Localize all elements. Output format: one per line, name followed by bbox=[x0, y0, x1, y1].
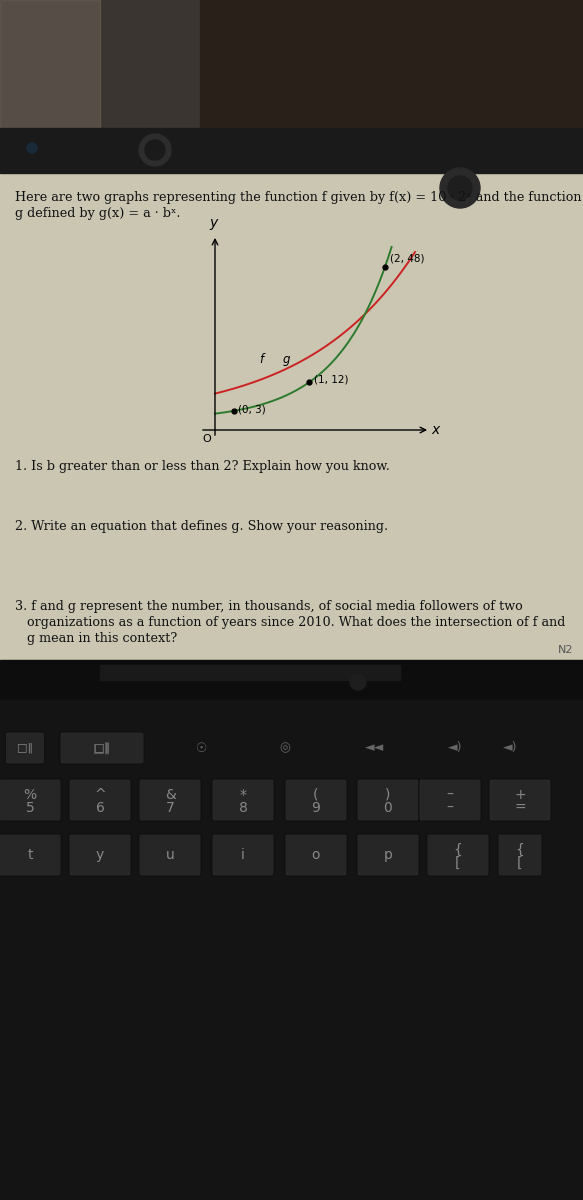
Bar bbox=[200, 0, 583, 128]
Text: 6: 6 bbox=[96, 802, 104, 815]
Bar bbox=[0, 700, 583, 1200]
FancyBboxPatch shape bbox=[69, 779, 131, 821]
Text: (: ( bbox=[313, 788, 319, 802]
Text: N2: N2 bbox=[557, 646, 573, 655]
Text: –: – bbox=[447, 802, 454, 815]
FancyBboxPatch shape bbox=[69, 834, 131, 876]
Text: 7: 7 bbox=[166, 802, 174, 815]
FancyBboxPatch shape bbox=[212, 834, 274, 876]
Text: 2. Write an equation that defines g. Show your reasoning.: 2. Write an equation that defines g. Sho… bbox=[15, 520, 388, 533]
Circle shape bbox=[350, 674, 366, 690]
Text: y: y bbox=[209, 216, 217, 230]
Text: u: u bbox=[166, 848, 174, 862]
Text: ◄◄: ◄◄ bbox=[366, 742, 385, 755]
FancyBboxPatch shape bbox=[427, 834, 489, 876]
Text: p: p bbox=[384, 848, 392, 862]
Bar bbox=[100, 665, 400, 680]
Bar bbox=[0, 128, 583, 173]
Text: ◄): ◄) bbox=[503, 742, 517, 755]
Text: {: { bbox=[515, 842, 525, 857]
Text: –: – bbox=[447, 788, 454, 802]
FancyBboxPatch shape bbox=[357, 779, 419, 821]
Text: (0, 3): (0, 3) bbox=[238, 404, 266, 415]
FancyBboxPatch shape bbox=[357, 834, 419, 876]
Text: [: [ bbox=[455, 856, 461, 870]
Text: (2, 48): (2, 48) bbox=[390, 253, 424, 263]
Text: □‖: □‖ bbox=[17, 743, 33, 754]
Text: %: % bbox=[23, 788, 37, 802]
Text: ☉: ☉ bbox=[196, 742, 208, 755]
Text: ^: ^ bbox=[94, 788, 106, 802]
Text: ◄): ◄) bbox=[448, 742, 462, 755]
FancyBboxPatch shape bbox=[285, 834, 347, 876]
Text: g: g bbox=[283, 353, 290, 366]
Bar bbox=[0, 660, 583, 700]
Text: x: x bbox=[431, 422, 439, 437]
FancyBboxPatch shape bbox=[5, 732, 44, 764]
Text: [: [ bbox=[517, 856, 523, 870]
Text: ◎: ◎ bbox=[280, 742, 290, 755]
Text: □‖: □‖ bbox=[93, 742, 111, 755]
Text: &: & bbox=[164, 788, 175, 802]
Circle shape bbox=[440, 168, 480, 208]
Text: 8: 8 bbox=[238, 802, 247, 815]
Text: {: { bbox=[454, 842, 462, 857]
Text: □‖: □‖ bbox=[94, 743, 110, 754]
Text: 0: 0 bbox=[384, 802, 392, 815]
FancyBboxPatch shape bbox=[419, 779, 481, 821]
Text: y: y bbox=[96, 848, 104, 862]
FancyBboxPatch shape bbox=[212, 779, 274, 821]
Text: O: O bbox=[203, 434, 212, 444]
Text: =: = bbox=[514, 802, 526, 815]
FancyBboxPatch shape bbox=[139, 834, 201, 876]
Bar bbox=[0, 0, 583, 128]
Text: 5: 5 bbox=[26, 802, 34, 815]
Text: ): ) bbox=[385, 788, 391, 802]
FancyBboxPatch shape bbox=[60, 732, 144, 764]
FancyBboxPatch shape bbox=[285, 779, 347, 821]
Text: Here are two graphs representing the function f given by f(x) = 10 · 2ˣ and the : Here are two graphs representing the fun… bbox=[15, 191, 581, 204]
FancyBboxPatch shape bbox=[139, 779, 201, 821]
Circle shape bbox=[27, 143, 37, 152]
Text: f: f bbox=[259, 353, 264, 366]
Text: (1, 12): (1, 12) bbox=[314, 374, 349, 384]
Bar bbox=[0, 173, 583, 660]
Text: 1. Is b greater than or less than 2? Explain how you know.: 1. Is b greater than or less than 2? Exp… bbox=[15, 460, 390, 473]
Text: *: * bbox=[240, 788, 247, 802]
Text: o: o bbox=[312, 848, 320, 862]
Text: i: i bbox=[241, 848, 245, 862]
Circle shape bbox=[139, 134, 171, 166]
Circle shape bbox=[448, 176, 472, 200]
FancyBboxPatch shape bbox=[498, 834, 542, 876]
Text: g mean in this context?: g mean in this context? bbox=[15, 632, 177, 646]
Text: +: + bbox=[514, 788, 526, 802]
Text: 9: 9 bbox=[311, 802, 321, 815]
Text: g defined by g(x) = a · bˣ.: g defined by g(x) = a · bˣ. bbox=[15, 206, 181, 220]
FancyBboxPatch shape bbox=[0, 834, 61, 876]
Text: organizations as a function of years since 2010. What does the intersection of f: organizations as a function of years sin… bbox=[15, 616, 566, 629]
Bar bbox=[0, 0, 100, 128]
Text: 3. f and g represent the number, in thousands, of social media followers of two: 3. f and g represent the number, in thou… bbox=[15, 600, 523, 613]
FancyBboxPatch shape bbox=[0, 779, 61, 821]
Text: t: t bbox=[27, 848, 33, 862]
FancyBboxPatch shape bbox=[489, 779, 551, 821]
Circle shape bbox=[145, 140, 165, 160]
